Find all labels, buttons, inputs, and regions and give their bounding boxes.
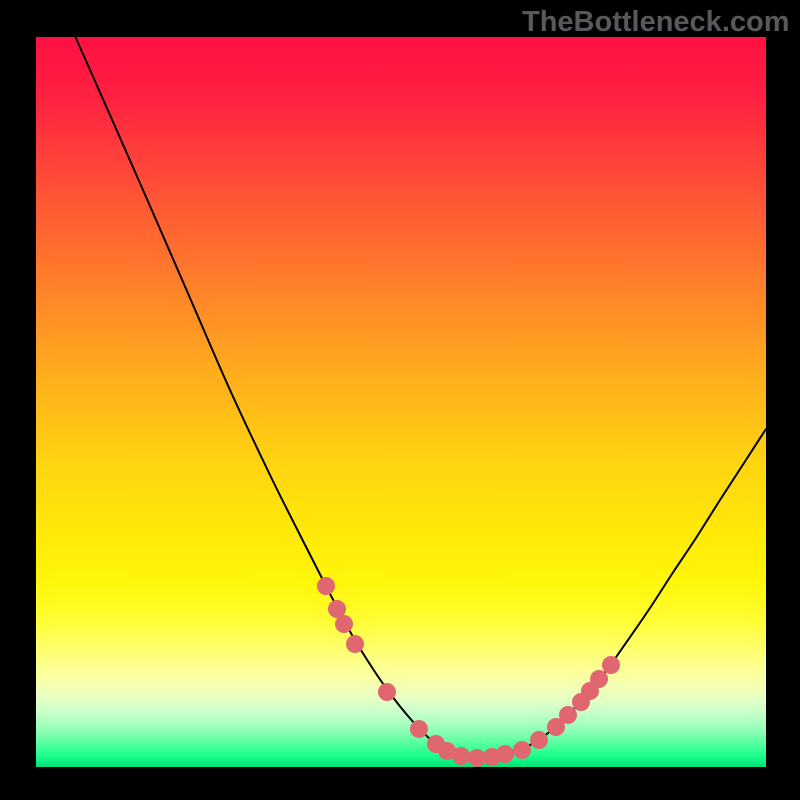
curve-marker (346, 635, 364, 653)
curve-marker (452, 747, 470, 765)
curve-marker (335, 615, 353, 633)
curve-marker (496, 745, 514, 763)
curve-marker (410, 720, 428, 738)
curve-marker (590, 670, 608, 688)
bottleneck-curve (75, 36, 766, 758)
curve-marker (513, 741, 531, 759)
curve-marker (317, 577, 335, 595)
curve-marker (530, 731, 548, 749)
curve-marker (559, 706, 577, 724)
curve-markers (317, 577, 620, 767)
curve-marker (602, 656, 620, 674)
curve-marker (378, 683, 396, 701)
watermark-text: TheBottleneck.com (522, 6, 790, 39)
